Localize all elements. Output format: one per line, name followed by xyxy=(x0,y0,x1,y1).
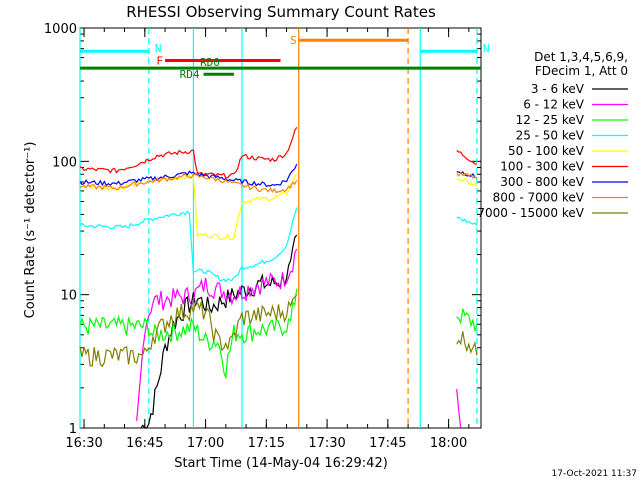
legend-label: 800 - 7000 keV xyxy=(493,191,585,205)
series-8 xyxy=(79,171,478,194)
x-axis-label: Start Time (14-May-04 16:29:42) xyxy=(174,456,388,471)
y-axis: 1 10 100 1000 xyxy=(44,22,481,437)
legend-label: 100 - 300 keV xyxy=(500,160,584,174)
series-line xyxy=(456,178,478,187)
series-line xyxy=(456,171,478,179)
legend-label: 25 - 50 keV xyxy=(516,129,585,143)
series-line xyxy=(456,150,478,165)
series-line xyxy=(456,308,478,332)
y-tick-label: 1000 xyxy=(44,22,77,37)
series-line xyxy=(79,207,298,283)
series-3 xyxy=(79,289,478,379)
plot-border xyxy=(79,27,482,429)
annotation-label: RD4 xyxy=(180,68,200,81)
series-line xyxy=(79,164,298,188)
x-tick-label: 16:45 xyxy=(126,436,163,451)
series-line xyxy=(79,173,298,194)
series-line xyxy=(456,216,478,226)
series-lines xyxy=(79,126,478,429)
plot-frame xyxy=(79,27,482,429)
series-line xyxy=(79,126,298,179)
x-tick-label: 17:15 xyxy=(248,436,285,451)
annotation-label: S xyxy=(290,34,297,47)
annotation-label: F xyxy=(156,55,163,68)
vertical-markers xyxy=(79,28,478,428)
legend-label: 12 - 25 keV xyxy=(516,113,585,127)
legend-label: 50 - 100 keV xyxy=(508,144,585,158)
series-line xyxy=(140,234,298,429)
legend-header: FDecim 1, Att 0 xyxy=(535,64,628,78)
x-tick-label: 16:30 xyxy=(65,436,102,451)
legend-label: 300 - 800 keV xyxy=(500,175,584,189)
y-tick-label: 10 xyxy=(60,289,77,304)
chart-title: RHESSI Observing Summary Count Rates xyxy=(126,3,436,21)
legend-label: 3 - 6 keV xyxy=(531,82,585,96)
legend: Det 1,3,4,5,6,9,FDecim 1, Att 0 3 - 6 keV… xyxy=(477,50,628,220)
annotation-label: N xyxy=(483,42,490,55)
series-4 xyxy=(79,207,478,283)
annotation-label: RD0 xyxy=(200,56,220,69)
x-tick-label: 18:00 xyxy=(430,436,467,451)
series-6 xyxy=(79,126,478,179)
series-line xyxy=(136,248,298,422)
series-5 xyxy=(79,173,478,241)
series-line xyxy=(79,173,298,241)
y-axis-label: Count Rate (s⁻¹ detector⁻¹) xyxy=(23,142,38,319)
y-tick-label: 1 xyxy=(69,422,77,437)
series-2 xyxy=(136,248,462,429)
series-line xyxy=(79,289,298,379)
x-axis: 16:30 16:45 17:00 17:15 17:30 17:45 18:00 xyxy=(65,28,470,451)
series-1 xyxy=(140,234,298,429)
x-tick-label: 17:00 xyxy=(187,436,224,451)
x-tick-label: 17:45 xyxy=(369,436,406,451)
y-tick-label: 100 xyxy=(52,155,77,170)
annotation-label: N xyxy=(155,42,162,55)
x-tick-label: 17:30 xyxy=(308,436,345,451)
legend-header: Det 1,3,4,5,6,9, xyxy=(534,50,628,64)
series-line xyxy=(456,331,478,356)
series-9 xyxy=(79,294,478,368)
series-line xyxy=(456,389,462,429)
footer-timestamp: 17-Oct-2021 11:37 xyxy=(552,469,637,479)
series-line xyxy=(79,294,298,368)
legend-label: 6 - 12 keV xyxy=(523,98,585,112)
legend-label: 7000 - 15000 keV xyxy=(477,206,584,220)
